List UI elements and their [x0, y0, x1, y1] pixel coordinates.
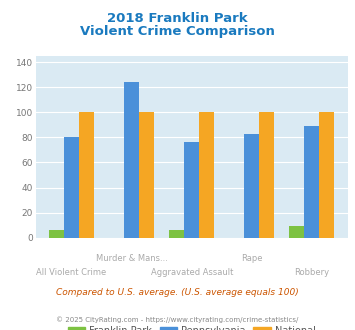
Bar: [320, 113, 334, 238]
Bar: [64, 138, 79, 238]
Text: Robbery: Robbery: [294, 268, 329, 277]
Bar: [244, 134, 259, 238]
Text: Rape: Rape: [241, 254, 263, 263]
Text: Violent Crime Comparison: Violent Crime Comparison: [80, 25, 275, 38]
Text: Aggravated Assault: Aggravated Assault: [151, 268, 233, 277]
Bar: [124, 82, 139, 238]
Bar: [139, 113, 154, 238]
Bar: [79, 113, 94, 238]
Bar: [304, 126, 320, 238]
Bar: [259, 113, 274, 238]
Bar: [169, 230, 184, 238]
Text: © 2025 CityRating.com - https://www.cityrating.com/crime-statistics/: © 2025 CityRating.com - https://www.city…: [56, 317, 299, 323]
Text: 2018 Franklin Park: 2018 Franklin Park: [107, 12, 248, 24]
Bar: [199, 113, 214, 238]
Legend: Franklin Park, Pennsylvania, National: Franklin Park, Pennsylvania, National: [64, 322, 320, 330]
Bar: [289, 226, 304, 238]
Bar: [49, 230, 64, 238]
Bar: [184, 143, 199, 238]
Text: Murder & Mans...: Murder & Mans...: [96, 254, 168, 263]
Text: All Violent Crime: All Violent Crime: [37, 268, 106, 277]
Text: Compared to U.S. average. (U.S. average equals 100): Compared to U.S. average. (U.S. average …: [56, 287, 299, 297]
